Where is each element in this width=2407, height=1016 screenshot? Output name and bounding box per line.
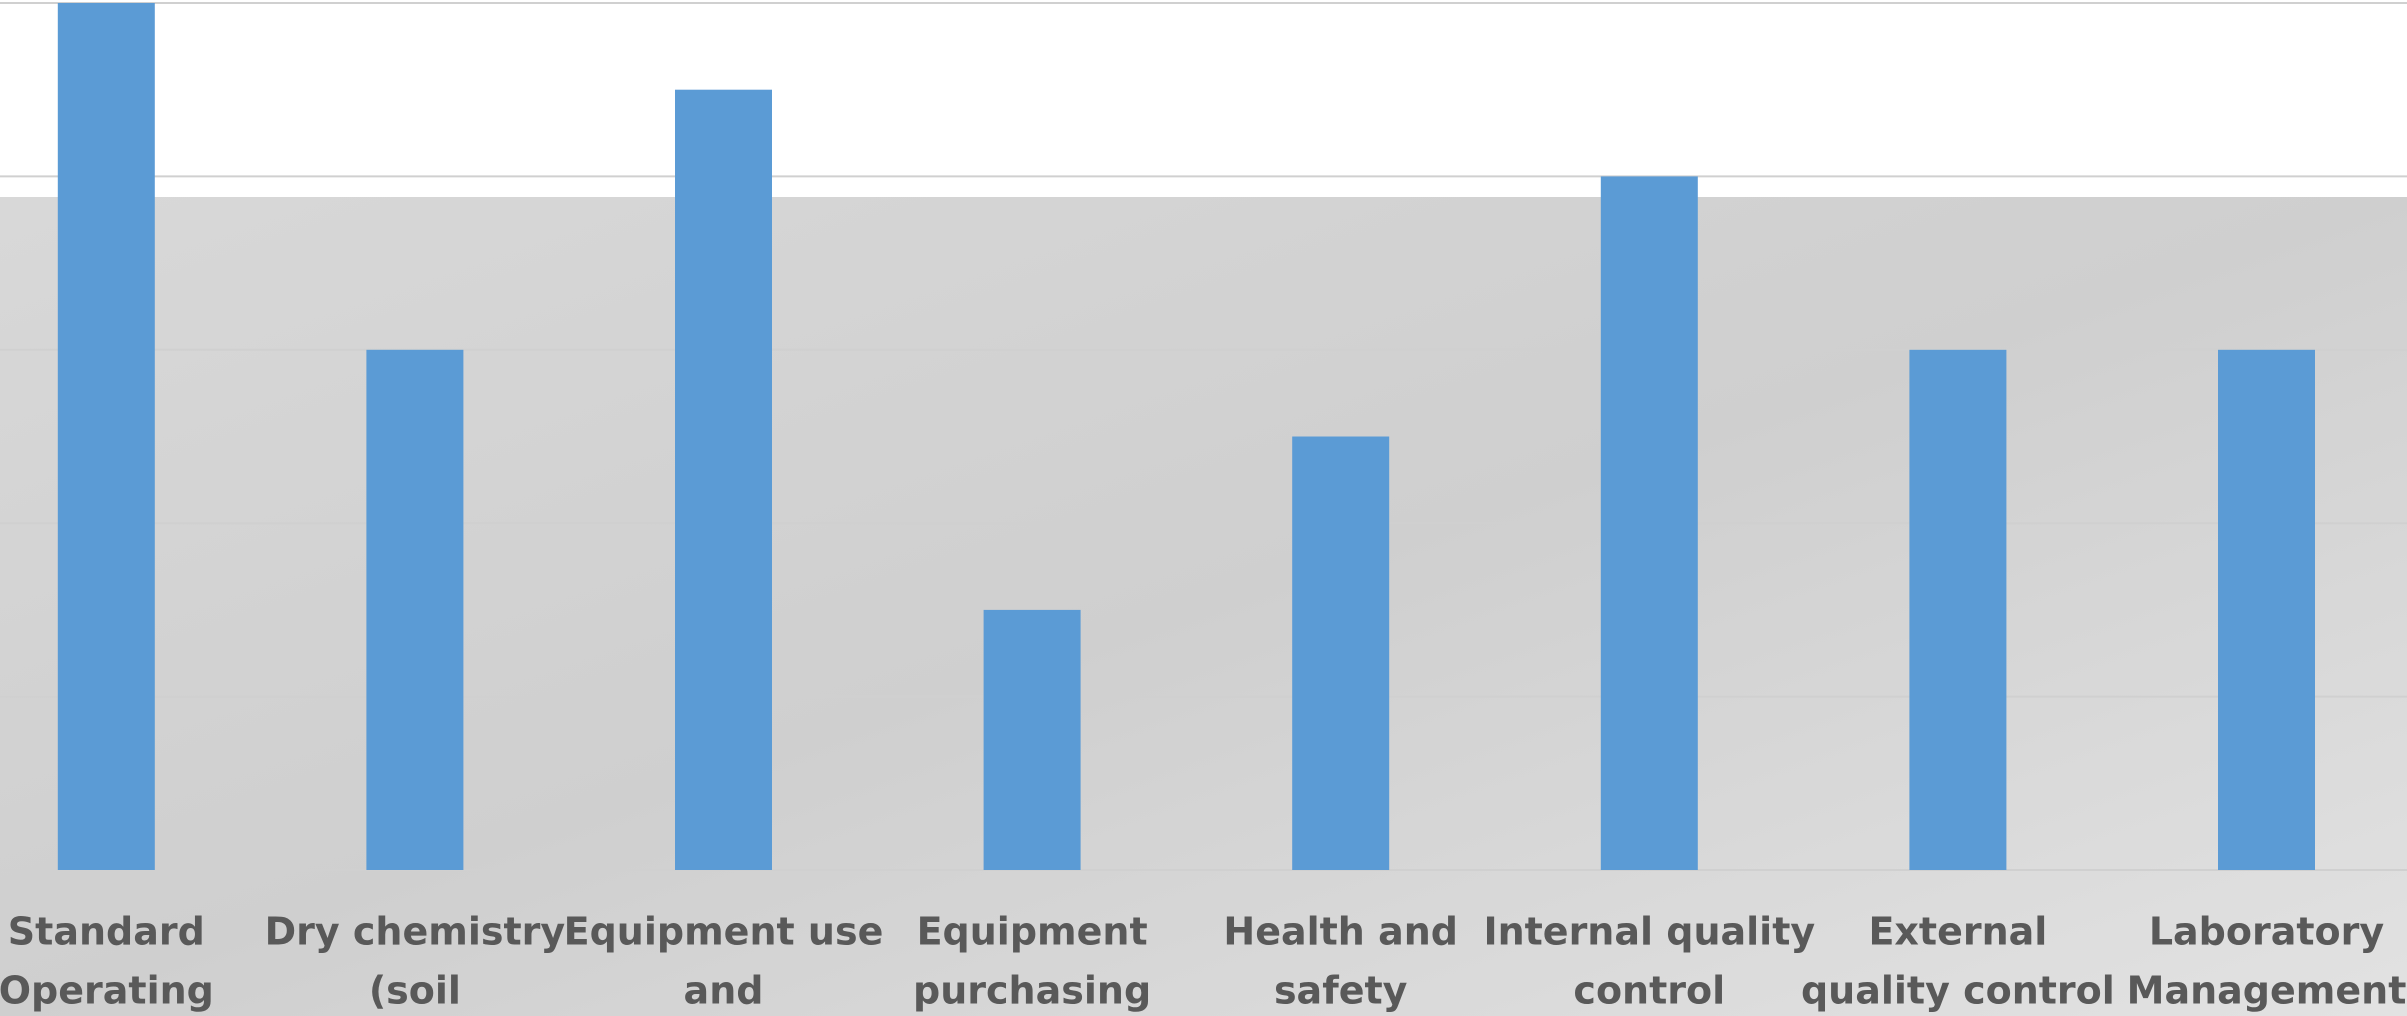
x-tick-label: (soil bbox=[369, 969, 461, 1013]
bar bbox=[57, 3, 155, 870]
bar bbox=[1292, 436, 1390, 870]
bar bbox=[983, 609, 1081, 870]
x-tick-label: Health and bbox=[1223, 910, 1458, 954]
x-tick-label: Laboratory bbox=[2149, 910, 2385, 954]
x-tick-label: Dry chemistry bbox=[265, 910, 566, 954]
x-tick-label: Equipment bbox=[917, 910, 1148, 954]
background-image bbox=[0, 197, 2407, 1016]
x-tick-label: Equipment use bbox=[564, 910, 884, 954]
x-tick-label: and bbox=[684, 969, 764, 1013]
x-tick-label: Management bbox=[2127, 969, 2407, 1013]
bar bbox=[366, 349, 464, 870]
x-tick-label: purchasing bbox=[913, 969, 1151, 1013]
x-tick-label: quality control bbox=[1801, 969, 2115, 1013]
x-tick-label: control bbox=[1573, 969, 1725, 1013]
bar bbox=[1909, 349, 2007, 870]
bar bbox=[675, 89, 772, 870]
bar bbox=[2218, 349, 2315, 870]
x-tick-label: safety bbox=[1274, 969, 1408, 1013]
x-tick-label: Internal quality bbox=[1483, 910, 1815, 954]
bar bbox=[1600, 176, 1698, 870]
x-tick-label: Operating bbox=[0, 969, 214, 1013]
x-tick-label: External bbox=[1868, 910, 2047, 954]
x-tick-label: Standard bbox=[8, 910, 205, 954]
